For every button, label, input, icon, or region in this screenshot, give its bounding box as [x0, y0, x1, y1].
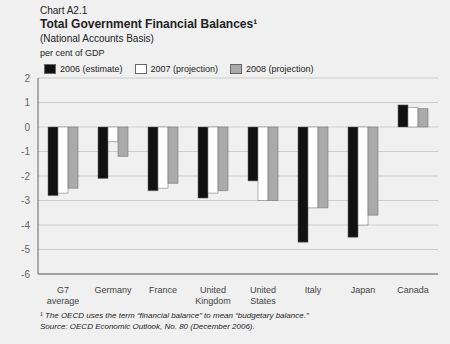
- svg-text:-6: -6: [21, 269, 30, 280]
- svg-text:UnitedKingdom: UnitedKingdom: [195, 285, 231, 306]
- html-text:2007 (projection): 2007 (projection): [150, 64, 219, 74]
- svg-text:-2: -2: [21, 171, 30, 182]
- svg-text:France: France: [149, 285, 177, 295]
- html-text:per cent of GDP: per cent of GDP: [40, 48, 105, 58]
- svg-text:0: 0: [24, 122, 30, 133]
- svg-text:2: 2: [24, 73, 30, 84]
- svg-text:Italy: Italy: [305, 285, 322, 295]
- svg-text:UnitedStates: UnitedStates: [250, 285, 276, 306]
- svg-text:Germany: Germany: [94, 285, 132, 295]
- html-text:Source: OECD Economic Outlook,: Source: OECD Economic Outlook, No. 80 (D…: [40, 322, 255, 331]
- html-text:¹ The OECD uses the term “fina: ¹ The OECD uses the term “financial bala…: [40, 311, 309, 320]
- svg-text:G7average: G7average: [47, 285, 80, 306]
- html-text:2006 (estimate): 2006 (estimate): [60, 64, 123, 74]
- svg-text:Canada: Canada: [397, 285, 429, 295]
- svg-text:Japan: Japan: [351, 285, 376, 295]
- svg-text:-4: -4: [21, 220, 30, 231]
- html-text:2008 (projection): 2008 (projection): [246, 64, 314, 74]
- svg-text:-3: -3: [21, 195, 30, 206]
- html-text:(National Accounts Basis): (National Accounts Basis): [40, 33, 154, 44]
- html-text:Total Government Financial Bal: Total Government Financial Balances¹: [40, 17, 258, 31]
- svg-text:1: 1: [24, 97, 30, 108]
- svg-text:-5: -5: [21, 244, 30, 255]
- html-text:Chart A2.1: Chart A2.1: [40, 5, 88, 16]
- svg-text:-1: -1: [21, 146, 30, 157]
